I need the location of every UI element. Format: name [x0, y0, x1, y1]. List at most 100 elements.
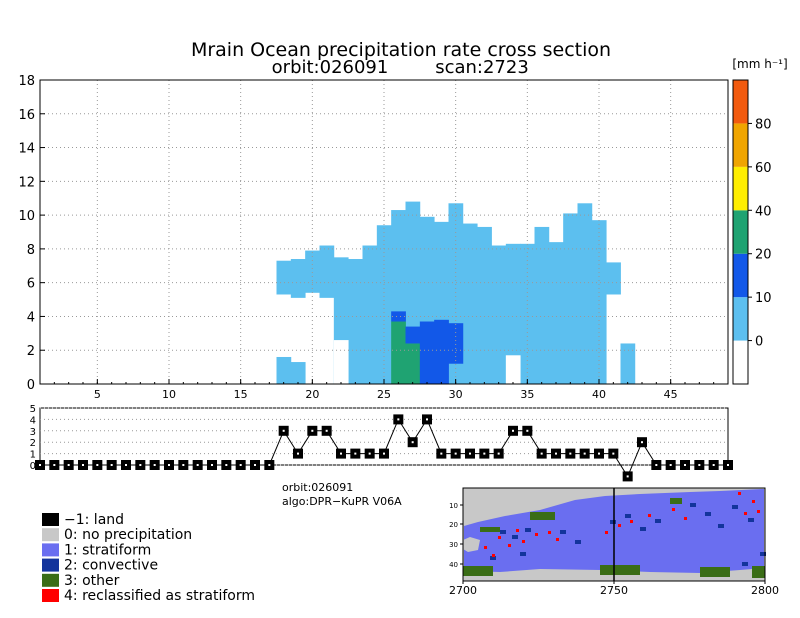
- map-reclassified-cell: [508, 544, 511, 547]
- flag-point-center: [555, 452, 557, 455]
- y-tick-label: 4: [27, 310, 35, 325]
- legend-label: 2: convective: [64, 558, 158, 574]
- legend-label: −1: land: [64, 512, 124, 528]
- map-convective-cell: [655, 519, 661, 523]
- colorbar-segment: [733, 210, 748, 254]
- map-convective-cell: [560, 530, 566, 534]
- precip-column: [591, 220, 607, 384]
- legend-swatch: [42, 573, 59, 587]
- flag-point-center: [469, 452, 471, 455]
- x-tick-label: 35: [520, 388, 534, 401]
- flag-point-center: [225, 464, 228, 466]
- legend-label: 1: stratiform: [64, 542, 151, 558]
- flag-point-center: [340, 452, 342, 455]
- flag-point-center: [684, 464, 686, 466]
- legend-label: 0: no precipitation: [64, 527, 192, 543]
- flag-point-center: [569, 452, 572, 455]
- flag-y-tick-label: 4: [30, 415, 36, 426]
- flag-y-tick-label: 1: [30, 450, 36, 461]
- map-reclassified-cell: [757, 510, 760, 513]
- map-convective-cell: [690, 503, 696, 507]
- flag-point-center: [426, 418, 428, 421]
- legend-swatch: [42, 528, 59, 542]
- x-tick-label: 45: [664, 388, 678, 401]
- precip-cell: [290, 362, 306, 384]
- map-other-patch: [480, 527, 500, 532]
- x-tick-label: 30: [449, 388, 463, 401]
- flag-point-center: [354, 452, 357, 455]
- precip-cell-intense: [391, 311, 406, 322]
- map-other-patch: [670, 498, 682, 504]
- legend-swatch: [42, 513, 59, 526]
- flag-point-center: [153, 464, 156, 466]
- precip-cell-intense: [405, 326, 421, 344]
- flag-point-center: [411, 441, 414, 444]
- flag-point-center: [239, 464, 242, 466]
- precip-column: [319, 245, 335, 298]
- precip-column: [477, 226, 492, 384]
- flag-point-center: [483, 452, 486, 455]
- flag-y-tick-label: 2: [30, 438, 36, 449]
- y-tick-label: 10: [18, 209, 35, 224]
- map-other-patch: [700, 567, 730, 577]
- map-reclassified-cell: [738, 492, 741, 495]
- precip-column: [290, 259, 306, 298]
- flag-point-center: [82, 464, 84, 466]
- flag-point-center: [727, 464, 729, 466]
- y-tick-label: 12: [18, 175, 35, 190]
- map-convective-cell: [520, 552, 526, 556]
- y-tick-label: 14: [18, 142, 35, 157]
- x-tick-label: 5: [94, 388, 101, 401]
- map-other-patch: [530, 512, 555, 520]
- flag-point-center: [512, 429, 514, 432]
- flag-point-center: [698, 464, 701, 466]
- legend-swatch: [42, 543, 59, 557]
- flag-y-tick-label: 3: [30, 427, 36, 438]
- map-x-tick-label: 2750: [600, 584, 628, 597]
- map-reclassified-cell: [672, 508, 675, 511]
- flag-y-tick-label: 5: [30, 404, 36, 415]
- flag-point-center: [641, 441, 643, 444]
- precip-column: [577, 203, 593, 384]
- flag-point-center: [254, 464, 256, 466]
- no-precip-cell: [505, 355, 521, 384]
- flag-point-center: [612, 452, 615, 455]
- precip-cell-intense: [405, 343, 421, 384]
- precip-column: [520, 243, 535, 384]
- flag-point-center: [526, 429, 529, 432]
- precip-column: [548, 242, 564, 384]
- precip-column: [348, 259, 363, 384]
- colorbar-segment: [733, 253, 748, 298]
- precip-column: [505, 243, 521, 384]
- precip-cell-intense: [448, 323, 464, 364]
- map-y-tick-label: 40: [449, 561, 458, 569]
- chart-subtitle-orbit: orbit:026091: [272, 57, 389, 78]
- flag-point-center: [67, 464, 70, 466]
- flag-point-center: [96, 464, 99, 466]
- map-reclassified-cell: [492, 554, 495, 557]
- colorbar-label: 80: [755, 117, 772, 132]
- precip-cell-intense: [434, 319, 449, 384]
- flag-point-center: [583, 452, 586, 455]
- map-reclassified-cell: [630, 520, 633, 523]
- y-tick-label: 2: [27, 344, 35, 359]
- precip-column: [276, 260, 292, 295]
- flag-point-center: [626, 475, 629, 478]
- colorbar-segment: [733, 340, 748, 384]
- colorbar-segment: [733, 297, 748, 341]
- map-convective-cell: [500, 530, 506, 534]
- flag-point-center: [182, 464, 185, 466]
- colorbar-label: 40: [755, 204, 772, 219]
- flag-point-center: [110, 464, 113, 466]
- flag-point-center: [39, 464, 41, 466]
- flag-point-center: [497, 452, 500, 455]
- flag-point-center: [53, 464, 56, 466]
- chart-title: Mrain Ocean precipitation rate cross sec…: [191, 39, 611, 61]
- map-other-patch: [752, 566, 765, 578]
- flag-point-center: [655, 464, 658, 466]
- map-convective-cell: [760, 552, 766, 556]
- map-convective-cell: [490, 556, 496, 560]
- map-other-patch: [600, 565, 640, 575]
